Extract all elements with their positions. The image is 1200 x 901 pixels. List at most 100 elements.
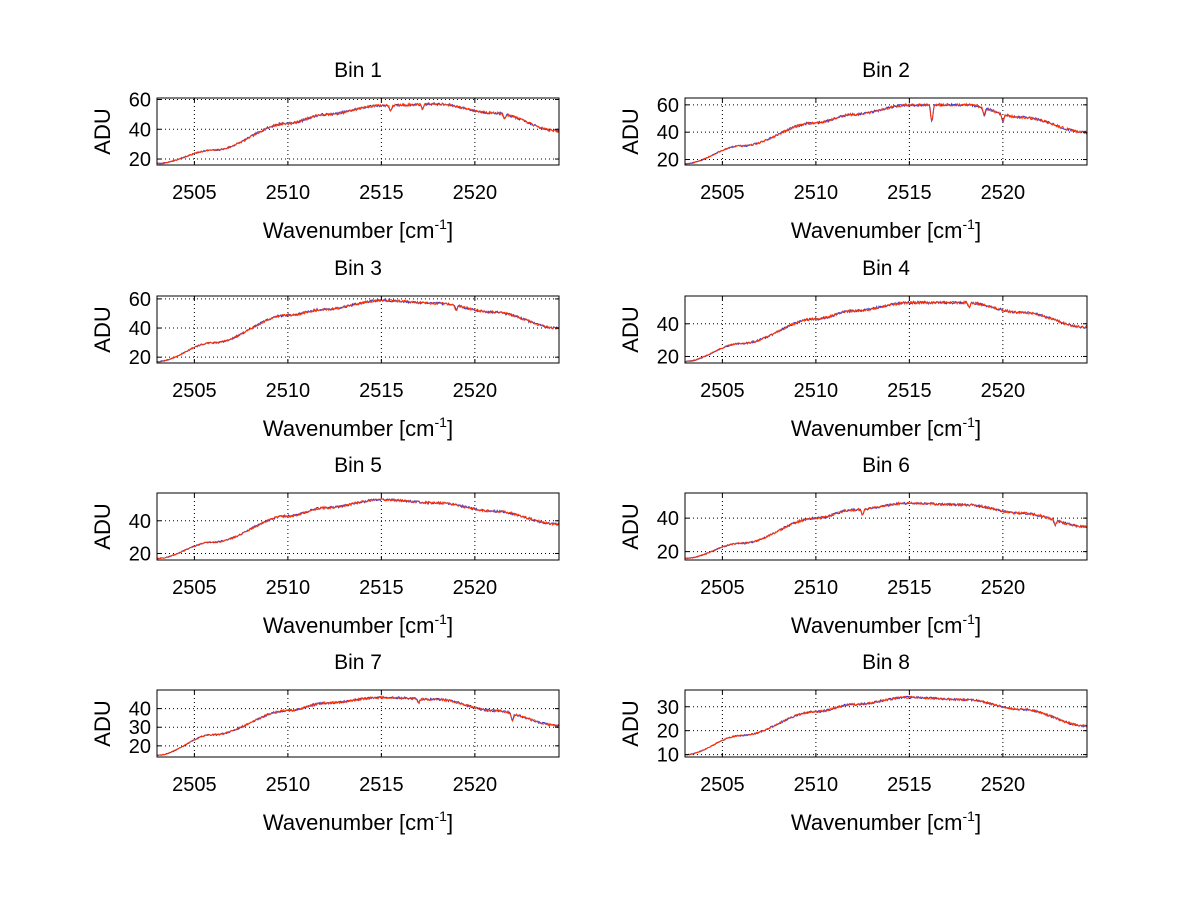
x-tick-label: 2505	[700, 577, 745, 599]
x-tick-label: 2510	[794, 774, 839, 796]
x-tick-label: 2520	[981, 577, 1026, 599]
series-line-2	[157, 695, 559, 756]
x-axis-label-sup: -1	[963, 808, 976, 824]
x-axis-label-end: ]	[975, 613, 981, 638]
panel-title: Bin 2	[862, 59, 910, 82]
x-axis-label: Wavenumber [cm-1]	[263, 414, 453, 441]
x-axis-label: Wavenumber [cm-1]	[263, 216, 453, 243]
x-axis-label-main: Wavenumber [cm	[791, 613, 963, 638]
series-line-1	[685, 102, 1087, 165]
y-axis-label: ADU	[90, 108, 115, 154]
x-tick-label: 2510	[794, 577, 839, 599]
x-tick-label: 2520	[453, 774, 498, 796]
y-tick-label: 60	[129, 289, 151, 311]
y-tick-label: 20	[657, 346, 679, 368]
y-tick-label: 60	[657, 95, 679, 117]
y-axis-label: ADU	[618, 700, 643, 746]
x-axis-label-end: ]	[447, 218, 453, 243]
y-tick-label: 40	[657, 122, 679, 144]
y-tick-label: 60	[129, 89, 151, 111]
x-tick-label: 2505	[172, 182, 217, 204]
x-tick-label: 2520	[453, 577, 498, 599]
x-axis-label-sup: -1	[435, 611, 448, 627]
y-tick-label: 40	[129, 511, 151, 533]
panel-title: Bin 6	[862, 454, 910, 477]
series-line-2	[685, 501, 1087, 560]
x-axis-label-sup: -1	[435, 216, 448, 232]
x-tick-label: 2505	[172, 380, 217, 402]
x-axis-label: Wavenumber [cm-1]	[791, 808, 981, 835]
x-tick-label: 2515	[887, 182, 932, 204]
y-tick-label: 20	[657, 721, 679, 743]
axes-box	[684, 295, 1088, 364]
series-line-2	[685, 102, 1087, 165]
x-axis-label-main: Wavenumber [cm	[263, 810, 435, 835]
axes-box	[684, 97, 1088, 166]
x-tick-label: 2505	[172, 774, 217, 796]
y-tick-label: 20	[657, 150, 679, 172]
panel-bin-1: 2505 2510 2515 2520 20 40 60 Bin 1 Wavenumber [c…	[90, 59, 560, 243]
x-tick-label: 2505	[700, 774, 745, 796]
panel-title: Bin 3	[334, 257, 382, 280]
x-axis-label-sup: -1	[963, 216, 976, 232]
panel-title: Bin 7	[334, 651, 382, 674]
panel-title: Bin 8	[862, 651, 910, 674]
axes-box	[156, 689, 560, 758]
x-tick-label: 2515	[359, 380, 404, 402]
x-axis-label-main: Wavenumber [cm	[791, 218, 963, 243]
panel-bin-5: 2505 2510 2515 2520 20 40 Bin 5 Wavenumber [cm-…	[90, 454, 560, 638]
y-tick-label: 20	[129, 736, 151, 758]
series-line-1	[157, 101, 559, 165]
x-tick-label: 2510	[266, 380, 311, 402]
x-tick-label: 2520	[981, 380, 1026, 402]
x-tick-label: 2505	[700, 380, 745, 402]
y-tick-label: 30	[129, 717, 151, 739]
y-axis-label: ADU	[90, 700, 115, 746]
series-line-1	[685, 695, 1087, 756]
x-axis-label-end: ]	[447, 613, 453, 638]
x-axis-label-main: Wavenumber [cm	[791, 416, 963, 441]
x-tick-label: 2510	[266, 577, 311, 599]
x-axis-label-sup: -1	[435, 414, 448, 430]
panel-bin-6: 2505 2510 2515 2520 20 40 Bin 6 Wavenumber [cm-…	[618, 454, 1088, 638]
panel-bin-4: 2505 2510 2515 2520 20 40 Bin 4 Wavenumber [cm-…	[618, 257, 1088, 441]
y-tick-label: 30	[657, 697, 679, 719]
x-axis-label: Wavenumber [cm-1]	[791, 414, 981, 441]
y-tick-label: 20	[657, 542, 679, 564]
x-axis-label-end: ]	[975, 416, 981, 441]
series-line-1	[685, 300, 1087, 363]
y-tick-label: 40	[129, 119, 151, 141]
x-tick-label: 2515	[359, 182, 404, 204]
series-line-2	[157, 498, 559, 559]
series-line-1	[685, 501, 1087, 559]
x-tick-label: 2520	[453, 380, 498, 402]
x-tick-label: 2515	[887, 774, 932, 796]
y-axis-label: ADU	[618, 108, 643, 154]
y-tick-label: 10	[657, 745, 679, 767]
x-tick-label: 2510	[266, 774, 311, 796]
axes-box	[684, 492, 1088, 561]
panel-title: Bin 1	[334, 59, 382, 82]
y-tick-label: 20	[129, 347, 151, 369]
series-line-2	[157, 298, 559, 363]
y-tick-label: 40	[657, 314, 679, 336]
x-axis-label-end: ]	[975, 810, 981, 835]
x-axis-label-end: ]	[975, 218, 981, 243]
y-tick-label: 40	[129, 699, 151, 721]
x-axis-label: Wavenumber [cm-1]	[263, 611, 453, 638]
series-line-2	[157, 102, 559, 165]
series-line-1	[157, 695, 559, 757]
y-tick-label: 40	[129, 318, 151, 340]
y-axis-label: ADU	[618, 503, 643, 549]
series-line-2	[685, 300, 1087, 363]
panel-bin-2: 2505 2510 2515 2520 20 40 60 Bin 2 Wavenumber [c…	[618, 59, 1088, 243]
axes-box	[156, 295, 560, 364]
x-tick-label: 2510	[794, 380, 839, 402]
x-axis-label-sup: -1	[963, 414, 976, 430]
x-tick-label: 2505	[172, 577, 217, 599]
x-axis-label: Wavenumber [cm-1]	[791, 216, 981, 243]
series-line-1	[157, 298, 559, 363]
